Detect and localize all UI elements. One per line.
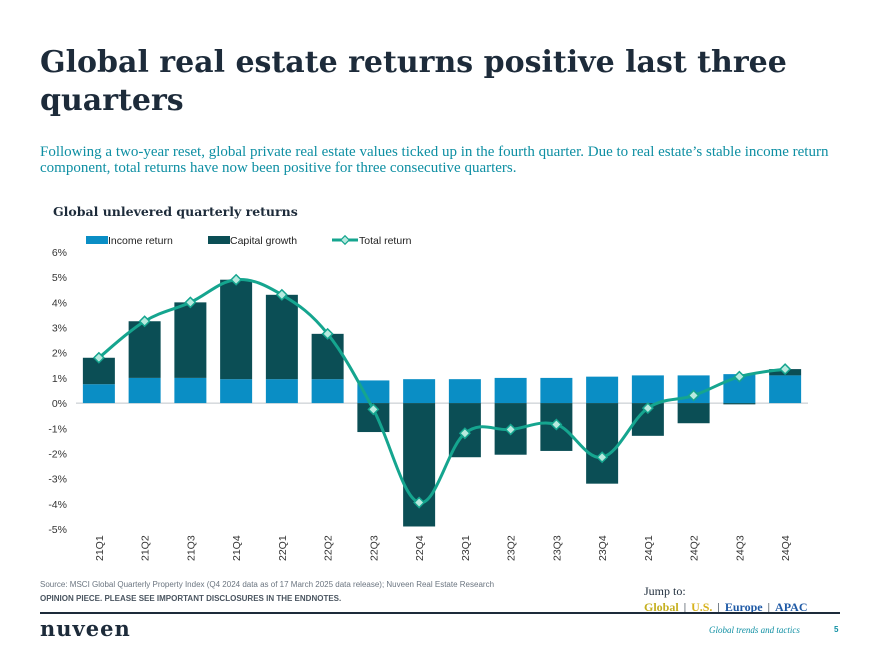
total-return-marker	[458, 427, 471, 440]
income-bar	[128, 377, 161, 404]
source-note: Source: MSCI Global Quarterly Property I…	[40, 580, 495, 589]
returns-chart: Income return Capital growth Total return …	[48, 234, 808, 561]
income-bar	[311, 379, 344, 404]
page-subtitle: Following a two-year reset, global priva…	[40, 144, 829, 176]
x-tick-label: 22Q4	[414, 535, 426, 561]
total-return-marker	[275, 288, 288, 301]
y-tick-label: 2%	[52, 348, 67, 360]
x-tick-label: 24Q1	[643, 535, 655, 561]
x-tick-label: 21Q2	[140, 535, 152, 561]
y-tick-label: -3%	[48, 474, 67, 486]
disclaimer: OPINION PIECE. PLEASE SEE IMPORTANT DISC…	[40, 594, 342, 603]
total-return-marker	[733, 370, 746, 383]
y-tick-label: -2%	[48, 448, 67, 460]
income-bar	[586, 376, 619, 404]
capital-bar	[677, 403, 710, 424]
y-tick-label: -4%	[48, 499, 67, 511]
legend-item: Income return	[86, 235, 173, 247]
total-return-marker	[550, 418, 563, 431]
chart-title: Global unlevered quarterly returns	[53, 204, 298, 219]
capital-bar	[128, 321, 161, 378]
capital-bar	[311, 333, 344, 380]
nuveen-logo: nuveen	[40, 616, 131, 641]
capital-bar	[723, 403, 756, 405]
x-axis: 21Q1 21Q2 21Q3 21Q4 22Q1 22Q2 22Q3 22Q4 23Q1 23Q2…	[94, 535, 792, 561]
total-return-marker	[413, 496, 426, 509]
total-return-marker	[321, 327, 334, 340]
chart-legend: Income return Capital growth Total return	[86, 234, 412, 247]
total-return-marker	[230, 273, 243, 286]
x-tick-label: 24Q4	[780, 535, 792, 561]
total-return-marker	[687, 389, 700, 402]
x-tick-label: 24Q3	[734, 535, 746, 561]
x-tick-label: 22Q2	[323, 535, 335, 561]
page-number: 5	[834, 625, 839, 634]
income-bar	[494, 377, 527, 404]
income-bar	[403, 379, 436, 404]
link-us[interactable]: U.S.	[691, 600, 713, 614]
income-bar	[82, 384, 115, 404]
total-return-line	[97, 278, 786, 505]
total-return-marker	[596, 451, 609, 464]
income-bar	[769, 375, 802, 404]
x-tick-label: 22Q3	[368, 535, 380, 561]
legend-item: Capital growth	[208, 235, 297, 247]
income-bar	[448, 379, 481, 404]
capital-bar	[174, 302, 207, 378]
capital-bar	[586, 403, 619, 484]
capital-bar	[265, 294, 298, 380]
total-return-marker	[779, 363, 792, 376]
page-title: Global real estate returns positive last…	[40, 45, 787, 118]
income-bar	[631, 375, 664, 404]
legend-label: Capital growth	[230, 235, 297, 247]
y-tick-label: -5%	[48, 524, 67, 536]
link-europe[interactable]: Europe	[724, 600, 763, 614]
legend-swatch	[86, 236, 108, 244]
x-tick-label: 23Q2	[506, 535, 518, 561]
y-tick-label: 5%	[52, 272, 67, 284]
total-return-marker	[184, 296, 197, 309]
total-return-marker	[504, 423, 517, 436]
nav-separator: |	[767, 600, 771, 614]
x-tick-label: 23Q4	[597, 535, 609, 561]
income-bar	[220, 379, 253, 404]
y-tick-label: 0%	[52, 398, 67, 410]
y-axis: 6% 5% 4% 3% 2% 1% 0% -1% -2% -3% -4% -5%	[48, 247, 67, 536]
link-apac[interactable]: APAC	[775, 600, 808, 614]
footer-tagline: Global trends and tactics	[709, 625, 800, 635]
footer-rule	[40, 612, 840, 614]
jump-to-nav: Jump to: Global | U.S. | Europe | APAC	[644, 584, 807, 615]
nav-separator: |	[683, 600, 687, 614]
legend-marker	[339, 234, 351, 246]
link-global[interactable]: Global	[644, 600, 679, 614]
y-tick-label: 6%	[52, 247, 67, 259]
x-tick-label: 24Q2	[689, 535, 701, 561]
y-tick-label: -1%	[48, 423, 67, 435]
x-tick-label: 21Q4	[231, 535, 243, 561]
total-return-marker	[367, 403, 380, 416]
income-bar	[540, 377, 573, 404]
jump-to-label: Jump to:	[644, 584, 686, 598]
legend-label: Total return	[359, 235, 412, 247]
x-tick-label: 23Q1	[460, 535, 472, 561]
x-tick-label: 22Q1	[277, 535, 289, 561]
legend-swatch	[208, 236, 230, 244]
x-tick-label: 23Q3	[551, 535, 563, 561]
x-tick-label: 21Q3	[185, 535, 197, 561]
y-tick-label: 1%	[52, 373, 67, 385]
total-return-marker	[92, 351, 105, 364]
y-tick-label: 3%	[52, 323, 67, 335]
x-tick-label: 21Q1	[94, 535, 106, 561]
capital-bar	[220, 279, 253, 380]
total-return-marker	[641, 402, 654, 415]
income-bar	[265, 379, 298, 404]
legend-item: Total return	[332, 234, 412, 247]
total-return-layer	[92, 273, 792, 509]
y-tick-label: 4%	[52, 297, 67, 309]
income-bar	[174, 377, 207, 404]
total-return-marker	[138, 315, 151, 328]
legend-label: Income return	[108, 235, 173, 247]
nav-separator: |	[717, 600, 720, 614]
